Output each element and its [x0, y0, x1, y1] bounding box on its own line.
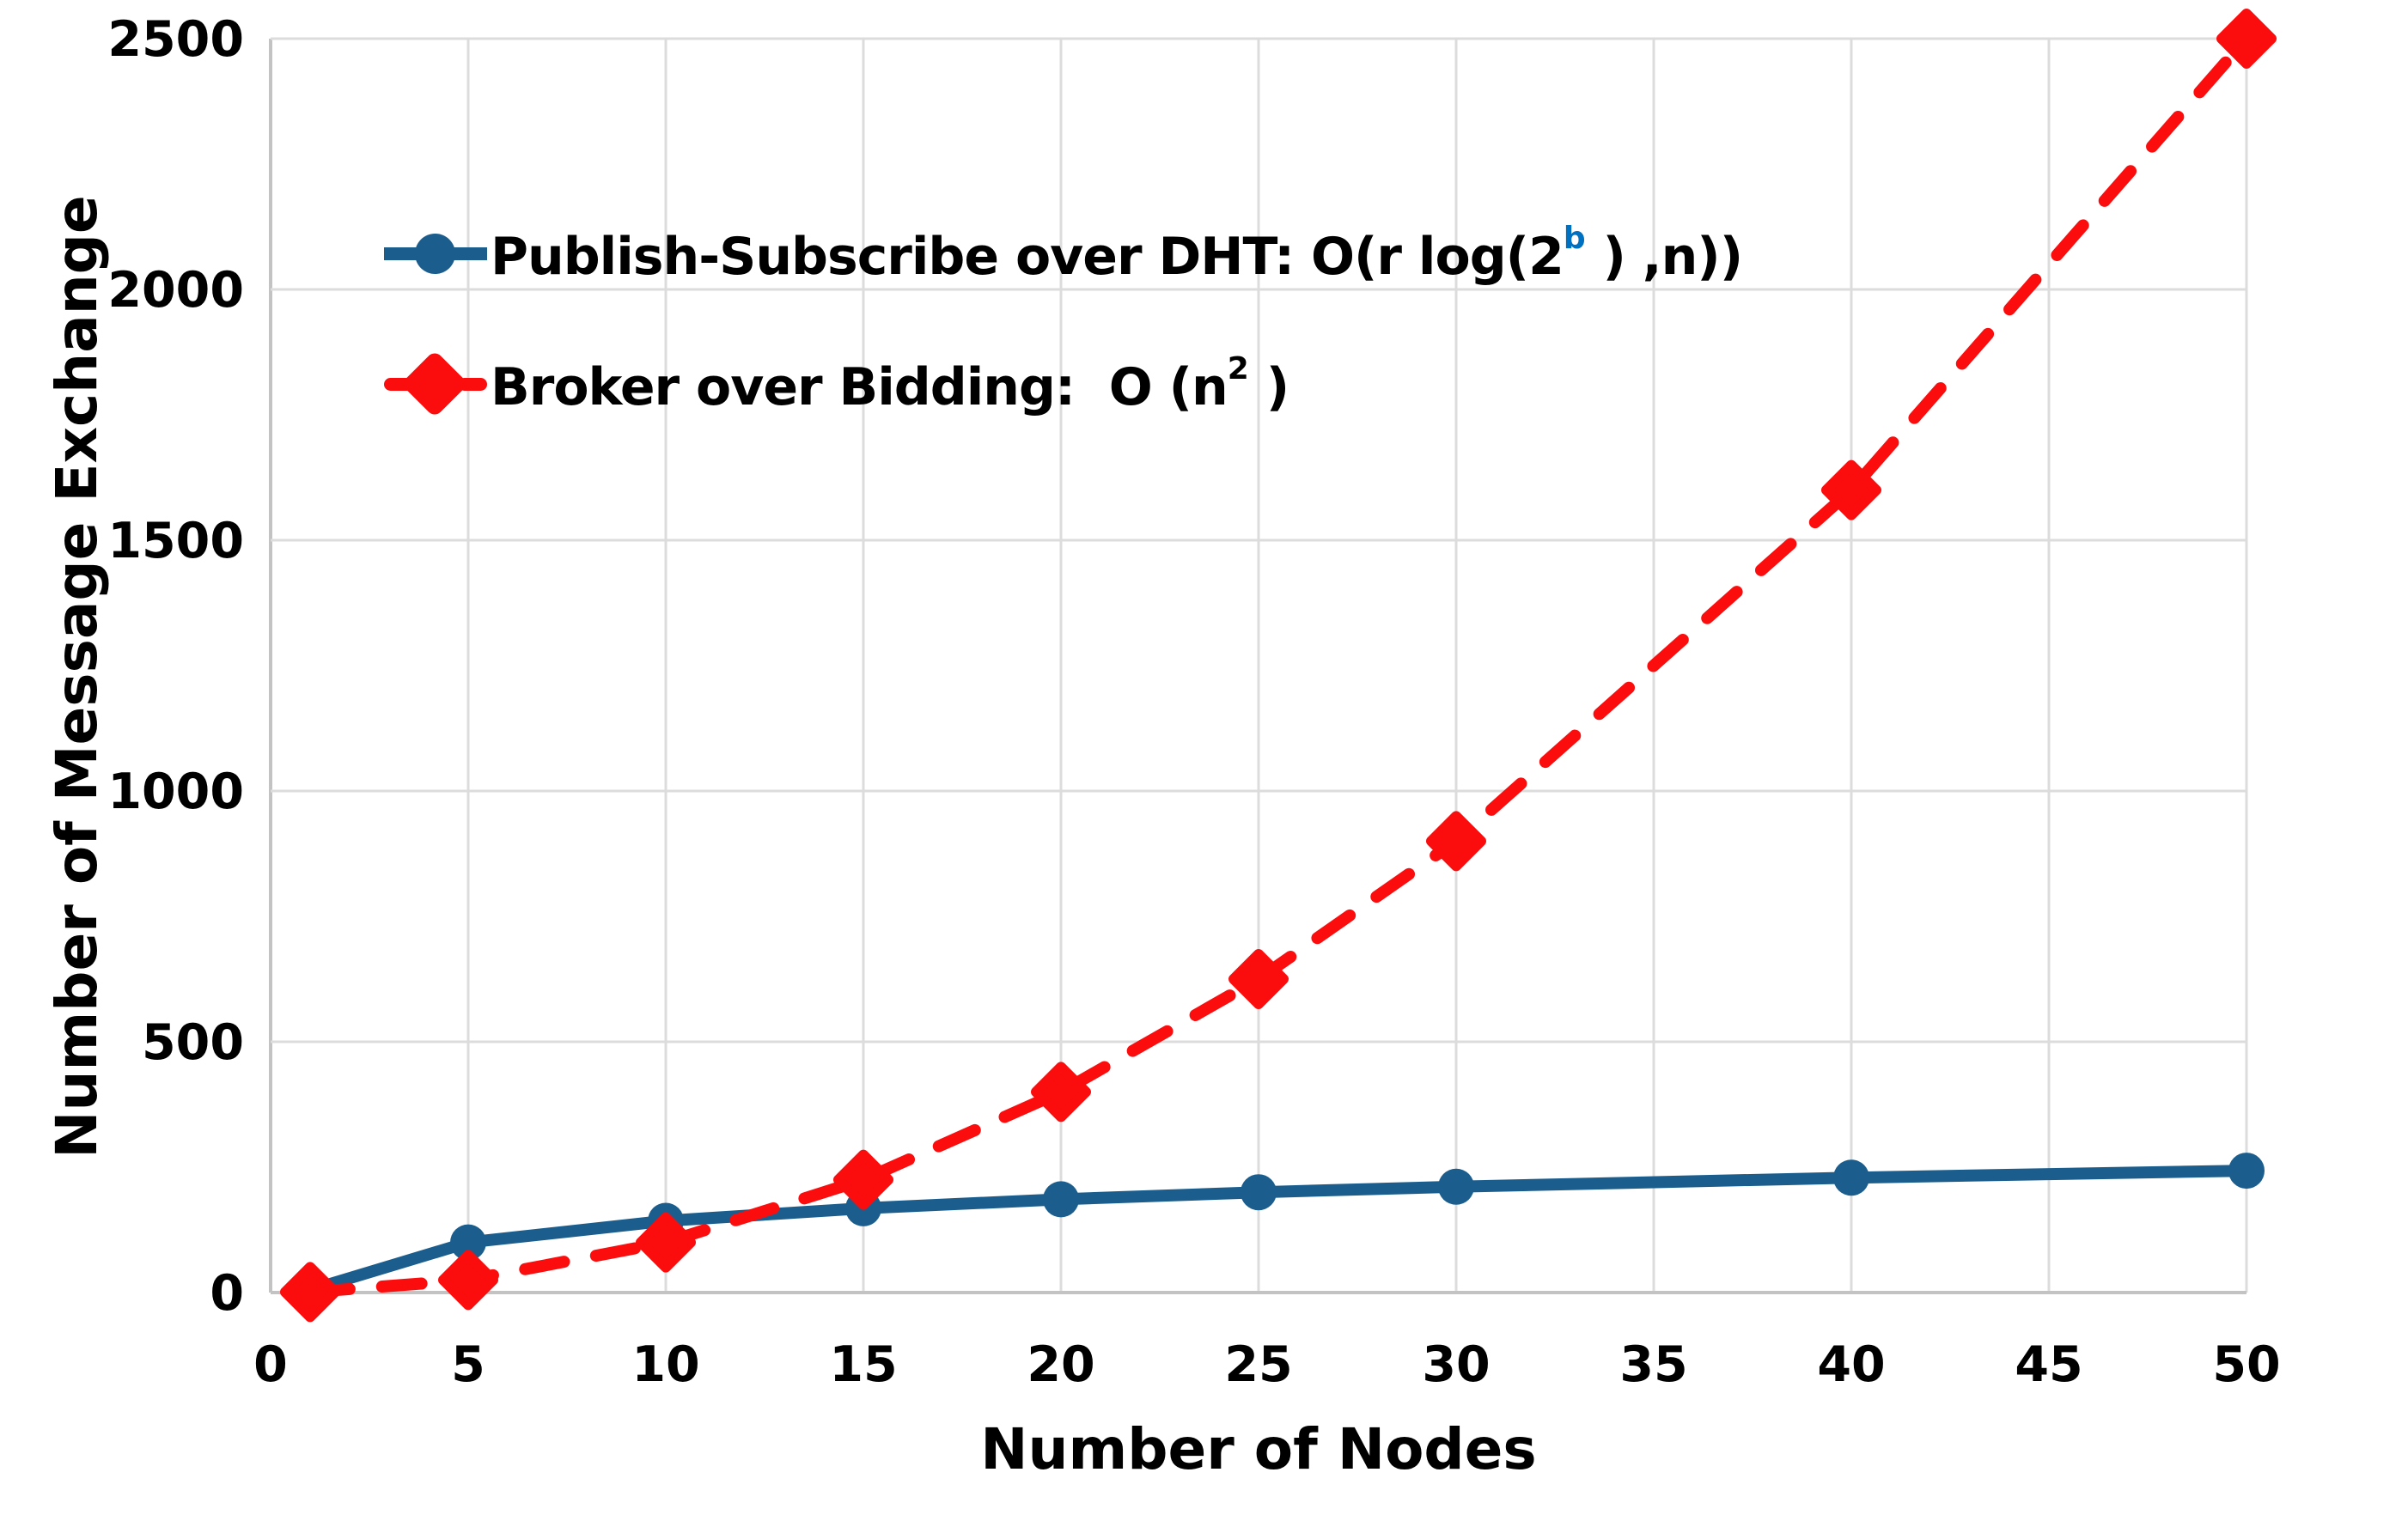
series-line-dht — [304, 1165, 2253, 1297]
y-tick-label: 2500 — [107, 11, 244, 68]
data-point-broker — [1426, 811, 1486, 872]
y-tick-label: 0 — [210, 1265, 244, 1322]
x-tick-label: 5 — [451, 1336, 485, 1393]
x-tick-label: 30 — [1422, 1336, 1490, 1393]
data-point-dht — [2228, 1153, 2265, 1189]
data-point-dht — [1438, 1168, 1474, 1205]
data-point-broker — [2216, 9, 2277, 69]
legend-item-dht: Publish-Subscribe over DHT: O(r log(2b )… — [384, 206, 1743, 301]
legend: Publish-Subscribe over DHT: O(r log(2b )… — [384, 206, 1743, 431]
legend-circle-marker — [415, 234, 455, 274]
x-tick-label: 40 — [1817, 1336, 1885, 1393]
legend-label-dht-text2: ) ,n)) — [1585, 226, 1743, 287]
data-point-broker — [1821, 459, 1881, 520]
y-tick-label: 1000 — [107, 764, 244, 820]
data-point-broker — [833, 1149, 893, 1210]
x-tick-label: 35 — [1619, 1336, 1687, 1393]
legend-dash-segment — [458, 378, 487, 391]
data-point-dht — [1833, 1159, 1869, 1196]
legend-label-broker-sup: 2 — [1227, 350, 1249, 386]
legend-item-broker: Broker over Bidding: O (n2 ) — [384, 337, 1742, 431]
data-point-broker — [1228, 949, 1289, 1009]
data-point-broker — [438, 1250, 498, 1311]
data-point-dht — [1241, 1174, 1277, 1211]
legend-marker-line-circle-icon — [384, 206, 487, 301]
series-line-broker — [304, 33, 2253, 1299]
legend-label-broker: Broker over Bidding: O (n2 ) — [491, 351, 1289, 417]
x-tick-label: 25 — [1224, 1336, 1292, 1393]
x-tick-label: 0 — [253, 1336, 288, 1393]
x-tick-label: 10 — [631, 1336, 699, 1393]
x-tick-label: 50 — [2212, 1336, 2280, 1393]
x-axis-title: Number of Nodes — [980, 1416, 1537, 1482]
legend-label-dht-sup: b — [1563, 220, 1586, 256]
y-tick-label: 2000 — [107, 262, 244, 319]
y-tick-label: 1500 — [107, 513, 244, 569]
x-tick-label: 45 — [2015, 1336, 2082, 1393]
data-point-dht — [450, 1224, 486, 1261]
y-tick-label: 500 — [142, 1014, 244, 1071]
legend-label-dht: Publish-Subscribe over DHT: O(r log(2b )… — [491, 220, 1743, 287]
data-point-broker — [280, 1262, 340, 1323]
data-point-dht — [1043, 1181, 1079, 1218]
legend-marker-dash-diamond-icon — [384, 337, 487, 431]
legend-label-broker-text1: Broker over Bidding: O (n — [491, 356, 1228, 417]
x-tick-label: 20 — [1027, 1336, 1094, 1393]
legend-label-dht-text1: Publish-Subscribe over DHT: O(r log(2 — [491, 226, 1564, 287]
data-point-broker — [636, 1212, 696, 1273]
x-tick-label: 15 — [829, 1336, 897, 1393]
y-axis-title: Number of Message Exchange — [44, 195, 110, 1159]
legend-label-broker-text2: ) — [1248, 356, 1289, 417]
data-point-broker — [1031, 1062, 1091, 1123]
